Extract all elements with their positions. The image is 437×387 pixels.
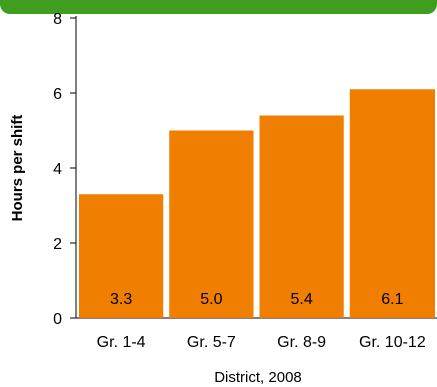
- x-tick-labels: Gr. 1-4 Gr. 5-7 Gr. 8-9 Gr. 10-12: [97, 334, 426, 351]
- bar: [259, 115, 344, 318]
- header-band: [0, 0, 437, 14]
- y-tick-label: 4: [53, 161, 62, 178]
- x-tick-label: Gr. 5-7: [187, 334, 236, 351]
- bar-value-label: 3.3: [110, 291, 132, 308]
- y-axis-title: Hours per shift: [9, 115, 26, 222]
- bars: [79, 89, 435, 318]
- y-tick-label: 2: [53, 236, 62, 253]
- bar-value-label: 5.0: [200, 291, 222, 308]
- y-tick-label: 6: [53, 86, 62, 103]
- y-tick-labels: 0 2 4 6 8: [53, 11, 62, 328]
- value-labels: 3.3 5.0 5.4 6.1: [110, 291, 404, 308]
- x-axis-title: District, 2008: [214, 369, 302, 386]
- bar: [79, 194, 164, 318]
- y-tick-label: 0: [53, 311, 62, 328]
- y-tick-label: 8: [53, 11, 62, 28]
- x-tick-label: Gr. 8-9: [277, 334, 326, 351]
- bar: [349, 89, 435, 318]
- bar: [169, 130, 254, 318]
- x-tick-label: Gr. 1-4: [97, 334, 146, 351]
- bar-value-label: 5.4: [291, 291, 313, 308]
- x-tick-label: Gr. 10-12: [359, 334, 426, 351]
- bar-value-label: 6.1: [381, 291, 403, 308]
